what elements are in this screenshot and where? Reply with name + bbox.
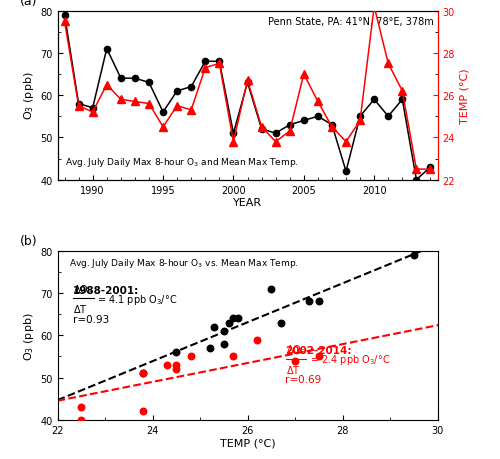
Point — [253, 336, 261, 343]
Text: $\Delta$T: $\Delta$T — [286, 364, 300, 375]
Point — [220, 328, 228, 335]
Point — [291, 357, 299, 364]
Point — [224, 319, 232, 327]
X-axis label: YEAR: YEAR — [233, 198, 262, 208]
Text: $\Delta$O$_3$: $\Delta$O$_3$ — [286, 343, 306, 357]
Text: Avg. July Daily Max 8-hour O$_3$ and Mean Max Temp.: Avg. July Daily Max 8-hour O$_3$ and Mea… — [65, 156, 299, 168]
Point — [277, 319, 285, 327]
Y-axis label: TEMP (°C): TEMP (°C) — [459, 68, 469, 123]
Text: (a): (a) — [20, 0, 37, 8]
Text: 1988-2001:: 1988-2001: — [72, 285, 139, 295]
Point — [410, 252, 418, 259]
Point — [220, 341, 228, 348]
Point — [172, 361, 180, 369]
Point — [139, 370, 147, 377]
X-axis label: TEMP (°C): TEMP (°C) — [220, 437, 276, 448]
Point — [139, 408, 147, 415]
Text: r=0.93: r=0.93 — [72, 314, 109, 325]
Text: = 2.4 ppb O$_3$/°C: = 2.4 ppb O$_3$/°C — [310, 353, 390, 367]
Point — [172, 349, 180, 356]
Point — [163, 361, 171, 369]
Text: $\Delta$O$_3$: $\Delta$O$_3$ — [72, 282, 93, 296]
Text: = 4.1 ppb O$_3$/°C: = 4.1 ppb O$_3$/°C — [98, 292, 178, 306]
Text: r=0.69: r=0.69 — [286, 375, 322, 384]
Text: Penn State, PA: 41°N, 78°E, 378m: Penn State, PA: 41°N, 78°E, 378m — [268, 17, 434, 27]
Point — [186, 353, 194, 360]
Point — [77, 403, 85, 411]
Y-axis label: O$_3$ (ppb): O$_3$ (ppb) — [22, 72, 36, 120]
Text: $\Delta$T: $\Delta$T — [72, 302, 88, 314]
Point — [229, 315, 237, 322]
Text: Avg. July Daily Max 8-hour O$_3$ vs. Mean Max Temp.: Avg. July Daily Max 8-hour O$_3$ vs. Mea… — [69, 256, 298, 269]
Point — [305, 298, 313, 306]
Point — [206, 345, 214, 352]
Text: (b): (b) — [20, 235, 37, 248]
Point — [234, 315, 242, 322]
Point — [267, 285, 275, 293]
Point — [229, 353, 237, 360]
Y-axis label: O$_3$ (ppb): O$_3$ (ppb) — [22, 311, 36, 360]
Point — [77, 416, 85, 424]
Point — [315, 353, 323, 360]
Point — [315, 298, 323, 306]
Text: 2002-2014:: 2002-2014: — [286, 346, 352, 356]
Point — [210, 324, 218, 331]
Point — [172, 366, 180, 373]
Point — [443, 336, 451, 343]
Point — [139, 370, 147, 377]
